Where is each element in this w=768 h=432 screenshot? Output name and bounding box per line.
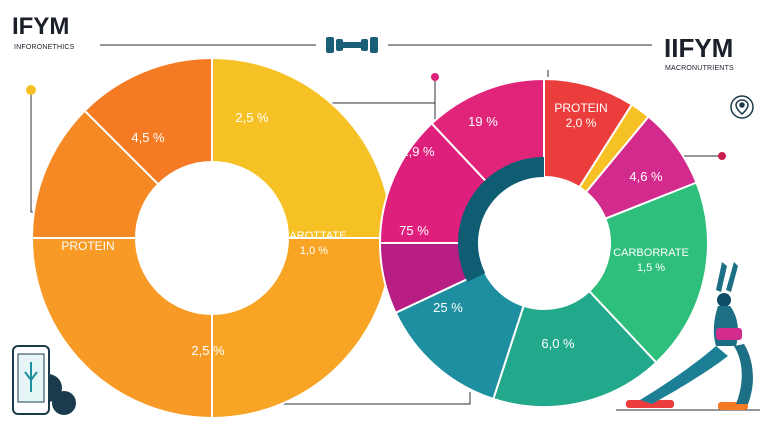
right-title: IIFYM: [664, 33, 734, 63]
donut-2-label-8: 2,9 %: [401, 144, 435, 159]
yoga-figure-icon: [626, 262, 753, 410]
donut-2-inner-accent: [458, 157, 544, 283]
donut-1-label-3: 2,5 %: [191, 343, 225, 358]
donut-2-label-5: 6,0 %: [541, 336, 575, 351]
donut-2-label-4: CARBORRATE 1,5 %: [613, 247, 689, 274]
dumbbell-icon: [326, 37, 378, 53]
donut-2-label-9: 19 %: [468, 114, 498, 129]
dot-magenta-right: [718, 152, 726, 160]
donut-1-label-2: CAROTTATE 1,0 %: [282, 230, 347, 257]
location-pin-icon: [730, 95, 754, 119]
donut-1-label-5: 4,5 %: [131, 130, 165, 145]
chart-layer: 2,5 % CAROTTATE 1,0 % 2,5 % PROTEIN 4,5 % PROT…: [30, 56, 709, 420]
donut-1-label-1: 2,5 %: [235, 110, 269, 125]
left-subtitle: INFORONETHICS: [14, 44, 75, 51]
donut-2-label-7: 75 %: [399, 223, 429, 238]
smartphone-icon: [12, 345, 76, 415]
right-subtitle: MACRONUTRIENTS: [665, 65, 734, 72]
donut-chart-1: 2,5 % CAROTTATE 1,0 % 2,5 % PROTEIN 4,5 %: [30, 56, 394, 420]
donut-1-slice-1: [211, 56, 394, 239]
dot-yellow: [26, 85, 36, 95]
left-title: IFYM: [12, 13, 70, 40]
donut-2-slice-4: [587, 181, 709, 364]
donut-2-label-3: 4,6 %: [629, 169, 663, 184]
donut-1-slice-5: [83, 56, 213, 186]
dot-magenta-top: [431, 73, 439, 81]
donut-1-slice-2: [211, 237, 394, 420]
donut-2-label-1: PROTEIN 2,0 %: [554, 101, 607, 130]
donut-chart-2: PROTEIN 2,0 % 4,6 % CARBORRATE 1,5 % 6,0 % 25 …: [378, 77, 709, 408]
donut-2-slice-6: [394, 269, 525, 401]
donut-2-slice-5: [492, 289, 658, 408]
donut-2-label-6: 25 %: [433, 300, 463, 315]
donut-1-label-4: PROTEIN: [61, 239, 114, 253]
donut-1-slice-3: [30, 237, 213, 420]
